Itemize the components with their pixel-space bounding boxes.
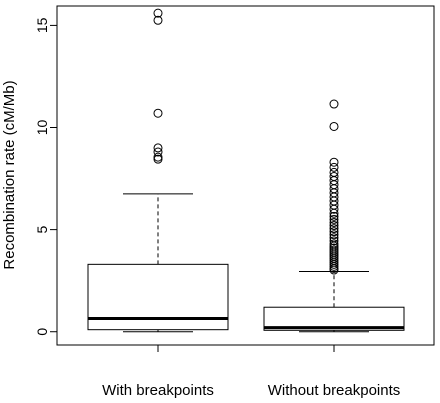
outlier-point — [153, 15, 163, 25]
outlier-point — [329, 239, 339, 249]
outlier-point — [329, 227, 339, 237]
outlier-point — [329, 167, 339, 177]
box-group — [87, 8, 229, 333]
outlier-point — [329, 162, 339, 172]
y-axis-label: Recombination rate (cM/Mb) — [1, 80, 18, 269]
outlier-point — [329, 233, 339, 243]
x-tick-label: With breakpoints — [102, 382, 214, 399]
outlier-point — [329, 214, 339, 224]
outlier-point — [153, 147, 163, 157]
outlier-point — [329, 236, 339, 246]
outlier-point — [329, 224, 339, 234]
x-tick-label: Without breakpoints — [268, 382, 401, 399]
outlier-point — [329, 121, 339, 131]
plot-frame — [56, 5, 435, 346]
outlier-point — [153, 8, 163, 18]
outlier-point — [153, 108, 163, 118]
y-axis: 0 5 10 15 — [34, 17, 57, 336]
y-tick-label: 10 — [34, 120, 50, 136]
y-tick-label: 0 — [34, 328, 50, 336]
outlier-point — [153, 143, 163, 153]
outlier-point — [329, 217, 339, 227]
outlier-point — [329, 157, 339, 167]
outlier-point — [153, 152, 163, 162]
box-iqr — [263, 306, 405, 331]
outlier-point — [329, 211, 339, 221]
outlier-point — [329, 230, 339, 240]
y-tick-label: 5 — [34, 226, 50, 234]
boxes — [87, 8, 405, 333]
outlier-point — [329, 172, 339, 182]
outlier-point — [329, 99, 339, 109]
box-group — [263, 99, 405, 333]
outlier-point — [329, 221, 339, 231]
x-axis: With breakpoints Without breakpoints — [102, 345, 400, 399]
y-tick-label: 15 — [34, 17, 50, 33]
